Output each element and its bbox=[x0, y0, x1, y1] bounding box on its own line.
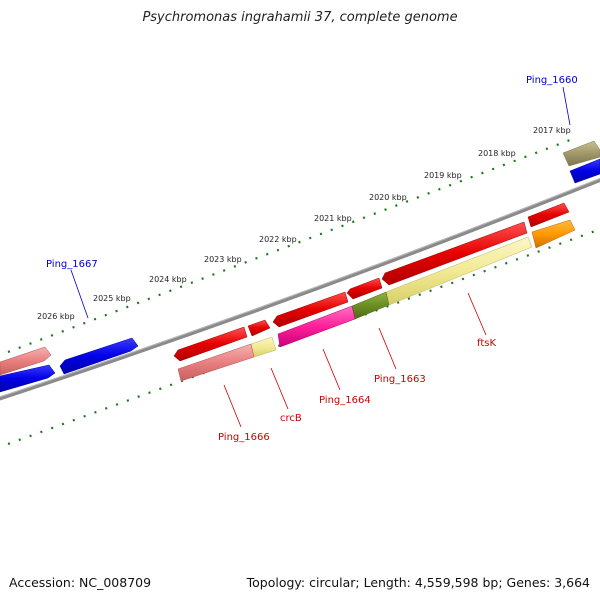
scale-label: 2018 kbp bbox=[478, 149, 516, 158]
label-leaders bbox=[70, 86, 571, 428]
gene-labels: Ping_1660 Ping_1667 ftsK Ping_1663 Ping_… bbox=[46, 75, 578, 443]
gene-arrow-orange[interactable] bbox=[531, 219, 576, 249]
scale-label: 2023 kbp bbox=[204, 255, 242, 264]
scale-label: 2020 kbp bbox=[369, 193, 407, 202]
scale-label: 2022 kbp bbox=[259, 235, 297, 244]
outer-scale-ring bbox=[7, 138, 571, 354]
cds-arrow-crcB[interactable] bbox=[247, 319, 271, 337]
cds-arrow-ping-1666[interactable] bbox=[173, 326, 248, 362]
scale-label: 2019 kbp bbox=[424, 171, 462, 180]
scale-label: 2025 kbp bbox=[93, 294, 131, 303]
scale-label: 2026 kbp bbox=[37, 312, 75, 321]
scale-label: 2024 kbp bbox=[149, 275, 187, 284]
gene-arrow-ping-1660[interactable] bbox=[562, 140, 600, 167]
scale-label: 2017 kbp bbox=[533, 126, 571, 135]
cds-arrow-ping-1660[interactable] bbox=[569, 158, 600, 184]
cds-arrow-ping-1667[interactable] bbox=[59, 337, 139, 375]
cds-arrow-ping-1659[interactable] bbox=[527, 202, 570, 228]
cds-arrow-ftsK[interactable] bbox=[381, 221, 528, 286]
gene-arrow-ping-1664[interactable] bbox=[277, 305, 356, 348]
gene-label-ping-1667[interactable]: Ping_1667 bbox=[46, 259, 98, 270]
gene-label-ping-1666[interactable]: Ping_1666 bbox=[218, 432, 270, 443]
genome-backbone bbox=[0, 177, 600, 401]
gene-arrow-crcB[interactable] bbox=[250, 336, 277, 358]
cds-arrow-ping-1663[interactable] bbox=[346, 277, 383, 300]
inner-scale-ring bbox=[7, 228, 599, 446]
gene-label-ftsK[interactable]: ftsK bbox=[477, 338, 496, 349]
genome-title: Psychromonas ingrahamii 37, complete gen… bbox=[142, 10, 458, 25]
gene-label-ping-1663[interactable]: Ping_1663 bbox=[374, 374, 426, 385]
forward-strand-cds bbox=[173, 202, 570, 362]
scale-label: 2021 kbp bbox=[314, 214, 352, 223]
gene-arrow-left[interactable] bbox=[0, 346, 52, 376]
scale-labels: 2017 kbp 2018 kbp 2019 kbp 2020 kbp 2021… bbox=[37, 126, 571, 321]
genome-summary-text: Topology: circular; Length: 4,559,598 bp… bbox=[246, 575, 590, 590]
accession-text: Accession: NC_008709 bbox=[9, 575, 152, 590]
cds-arrow-ping-1664[interactable] bbox=[272, 291, 349, 328]
gene-arrow-ping-1666[interactable] bbox=[177, 343, 255, 382]
gene-label-crcB[interactable]: crcB bbox=[280, 413, 302, 424]
reverse-strand-features bbox=[0, 140, 600, 393]
gene-label-ping-1664[interactable]: Ping_1664 bbox=[319, 395, 371, 406]
cds-arrow-left[interactable] bbox=[0, 364, 56, 393]
gene-label-ping-1660[interactable]: Ping_1660 bbox=[526, 75, 578, 86]
forward-strand-genes bbox=[177, 219, 576, 382]
